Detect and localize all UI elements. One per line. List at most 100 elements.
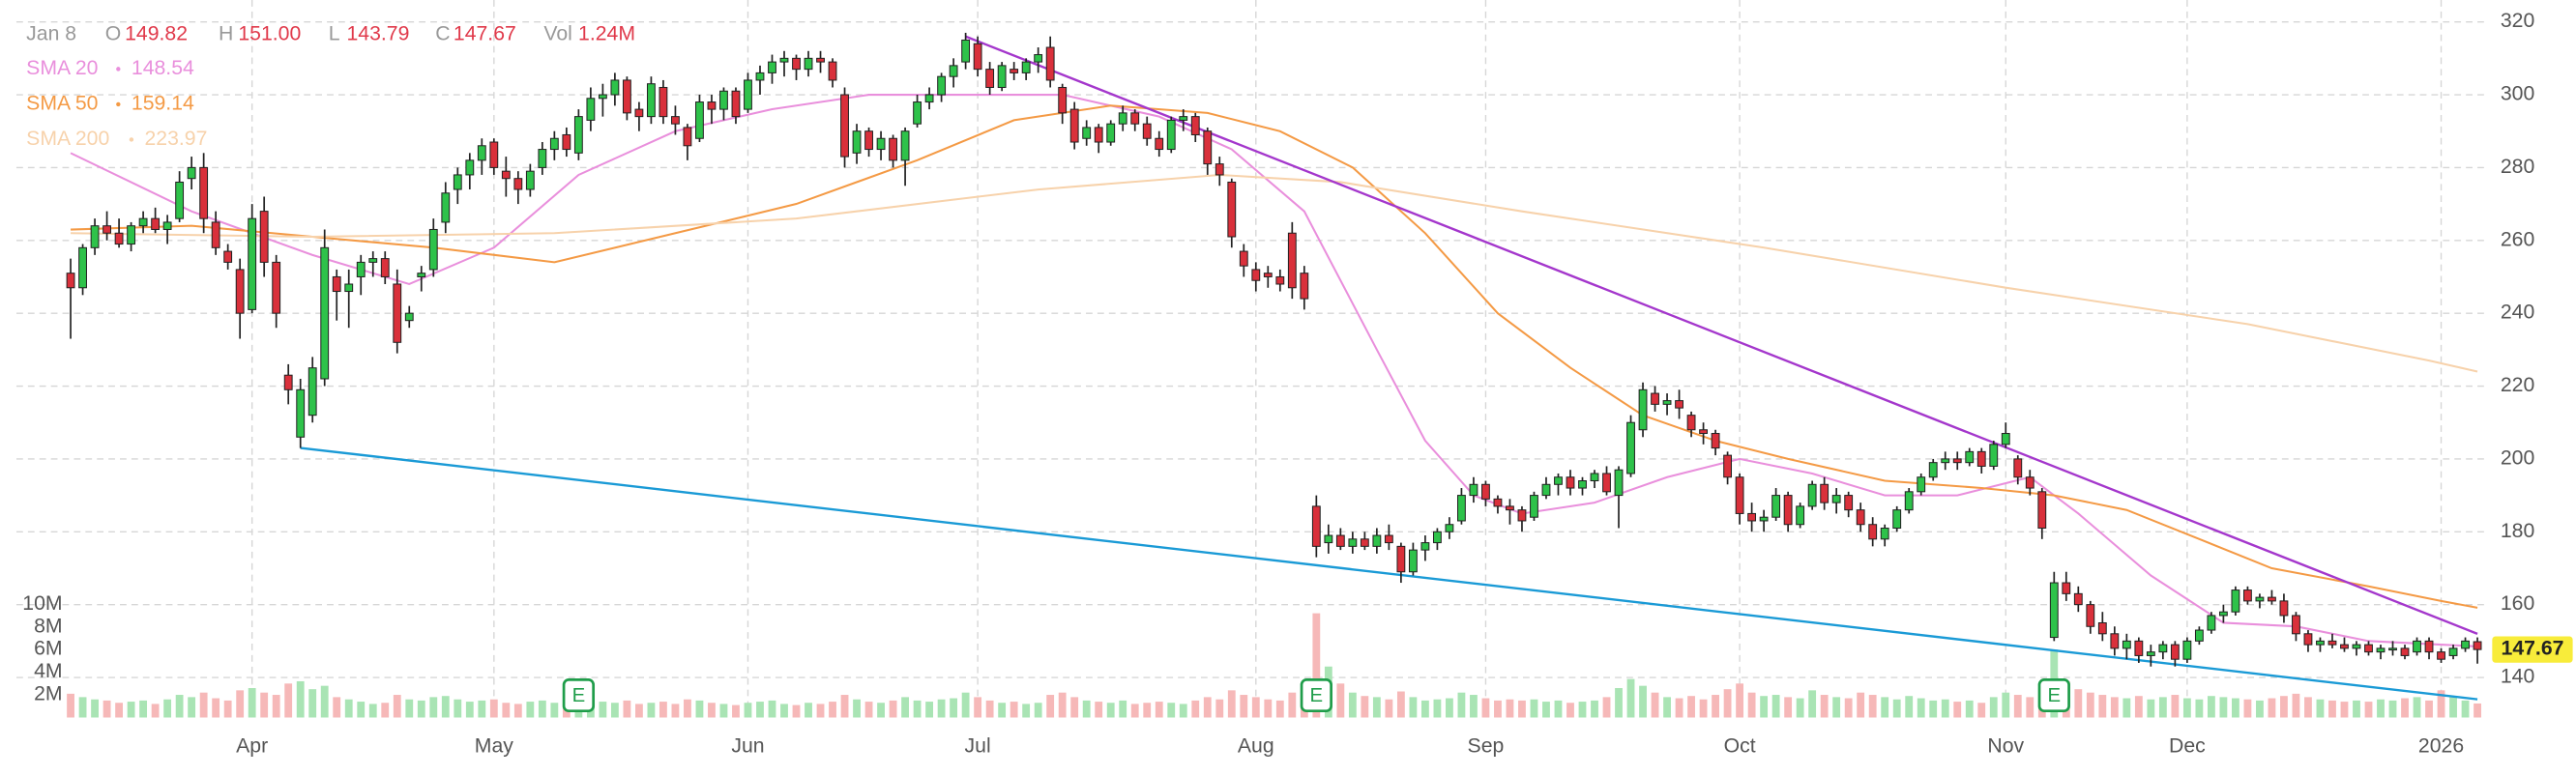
volume-bar — [2401, 698, 2409, 718]
candle-body — [804, 57, 813, 71]
volume-bar — [1215, 699, 1224, 718]
volume-bar — [2158, 697, 2167, 718]
candle-body — [235, 269, 245, 314]
earnings-marker — [1300, 678, 1332, 713]
volume-bar — [272, 695, 280, 718]
y-tick-label: 280 — [2501, 156, 2534, 178]
candle-body — [1723, 454, 1733, 478]
volume-bar — [840, 695, 849, 718]
candle-body — [1783, 495, 1793, 526]
candle-body — [211, 221, 220, 248]
candle-body — [2073, 592, 2083, 606]
volume-bar — [1554, 700, 1563, 718]
candle-body — [573, 116, 583, 154]
candle-body — [2013, 458, 2023, 478]
candle-body — [997, 65, 1007, 88]
candle-body — [864, 130, 873, 151]
volume-bar — [2377, 699, 2385, 718]
candle-body — [2194, 629, 2204, 642]
candle-body — [525, 170, 535, 190]
volume-bar — [1820, 695, 1829, 718]
candle-body — [1541, 483, 1551, 497]
candle-body — [1747, 512, 1757, 522]
trend-line — [300, 446, 2478, 701]
candle-body — [900, 130, 910, 161]
volume-bar — [454, 699, 462, 718]
volume-bar — [889, 700, 897, 718]
candle-body — [1807, 483, 1817, 507]
candle-body — [1517, 509, 1527, 522]
x-tick-label: Dec — [2169, 735, 2206, 758]
volume-bar — [1977, 703, 1986, 718]
volume-bar — [1518, 700, 1526, 718]
volume-bar — [2002, 692, 2010, 718]
candle-body — [634, 108, 644, 118]
candle-body — [1142, 123, 1152, 139]
candle-body — [1759, 516, 1769, 522]
volume-bar — [1348, 692, 1357, 718]
candle-body — [695, 101, 704, 139]
volume-bar — [550, 703, 559, 718]
candle-body — [162, 221, 172, 230]
volume-bar — [2340, 702, 2349, 718]
y-tick-label: 160 — [2501, 592, 2534, 615]
volume-bar — [635, 704, 643, 718]
volume-bar — [1070, 697, 1079, 718]
candle-body — [1034, 54, 1043, 63]
candle-body — [320, 246, 330, 380]
sma-line — [70, 94, 2478, 647]
candle-body — [2110, 633, 2120, 649]
volume-bar — [127, 702, 135, 718]
candle-body — [586, 98, 596, 121]
volume-bar — [381, 703, 390, 718]
volume-bar — [163, 699, 172, 718]
volume-bar — [489, 699, 498, 718]
volume-bar — [1771, 695, 1780, 718]
volume-bar — [961, 692, 970, 718]
candle-body — [223, 250, 233, 263]
volume-bar — [2353, 700, 2360, 718]
volume-bar — [2413, 697, 2421, 718]
volume-bar — [502, 703, 511, 718]
volume-bar — [1130, 704, 1139, 718]
candle-body — [2303, 633, 2313, 646]
candle-body — [1372, 534, 1382, 547]
candle-body — [513, 178, 523, 190]
volume-bar — [393, 695, 401, 718]
candle-body — [1420, 542, 1430, 551]
candle-body — [1445, 524, 1454, 532]
candle-body — [1239, 250, 1248, 267]
candle-body — [417, 273, 426, 277]
volume-bar — [1481, 698, 1490, 718]
candle-body — [1880, 527, 1889, 540]
volume-bar — [1288, 692, 1297, 718]
candle-body — [973, 43, 982, 71]
candle-body — [1432, 531, 1442, 544]
volume-bar — [308, 689, 317, 718]
volume-bar — [1602, 697, 1611, 718]
legend-value: 223.97 — [145, 128, 208, 150]
candle-body — [344, 283, 354, 293]
candle-body — [66, 273, 75, 289]
candle-body — [1638, 388, 1648, 431]
candle-body — [1626, 421, 1635, 474]
candle-body — [1868, 524, 1878, 540]
y-tick-label: 260 — [2501, 228, 2534, 250]
volume-bar — [91, 699, 99, 718]
candle-body — [2049, 582, 2059, 639]
candle-body — [1360, 538, 1369, 547]
volume-bar — [478, 700, 486, 718]
volume-bar — [175, 695, 184, 718]
volume-bar — [1857, 692, 1865, 718]
y-tick-label: 140 — [2501, 666, 2534, 688]
candle-body — [453, 174, 462, 190]
volume-bar — [1530, 699, 1538, 718]
volume-bar — [199, 692, 208, 718]
header-date: Jan 8 — [26, 22, 76, 44]
volume-bar — [2171, 695, 2180, 718]
volume-bar — [1119, 700, 1127, 718]
volume-bar — [744, 703, 752, 718]
sma-line — [71, 173, 2478, 373]
volume-bar — [1361, 696, 1369, 718]
